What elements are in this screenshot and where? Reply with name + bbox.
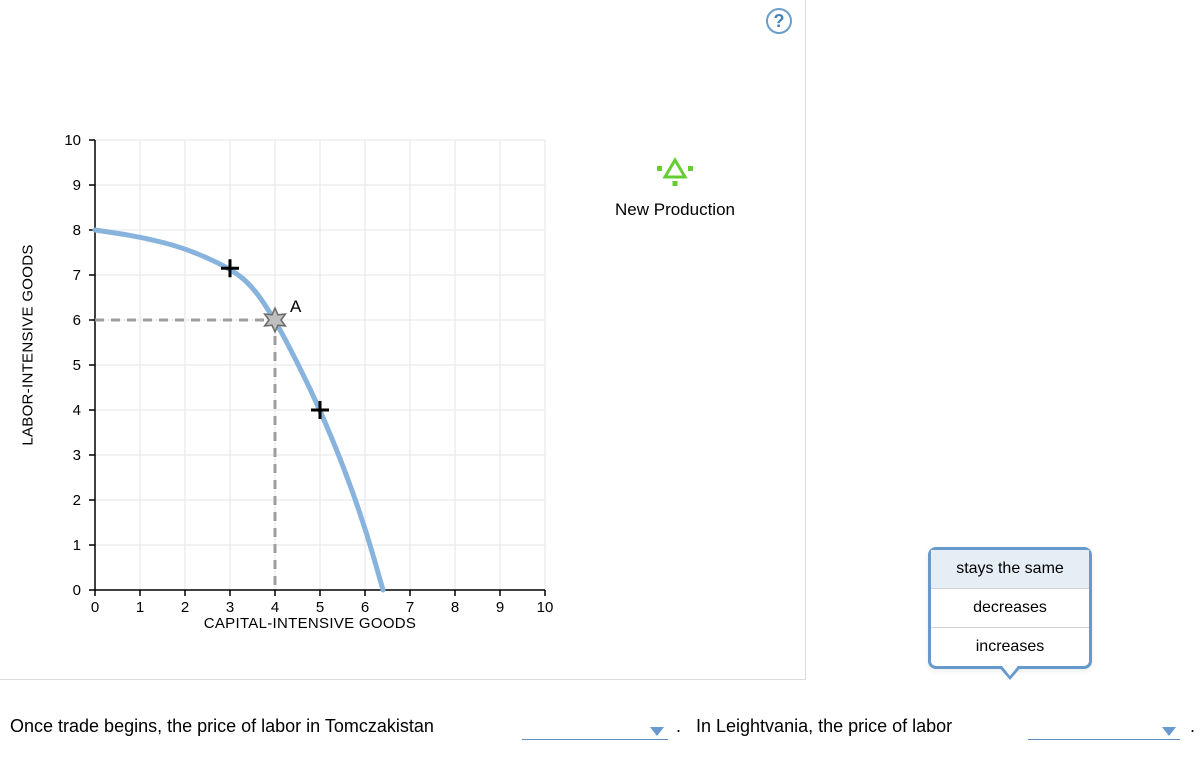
svg-text:8: 8	[451, 599, 459, 616]
svg-text:7: 7	[73, 267, 81, 284]
svg-text:A: A	[290, 297, 302, 316]
dropdown-option[interactable]: stays the same	[931, 550, 1089, 588]
svg-text:3: 3	[73, 447, 81, 464]
svg-text:7: 7	[406, 599, 414, 616]
chevron-down-icon	[650, 727, 664, 736]
sentence-part1: Once trade begins, the price of labor in…	[10, 716, 434, 737]
svg-text:9: 9	[73, 177, 81, 194]
svg-text:9: 9	[496, 599, 504, 616]
sentence-period1: .	[676, 716, 681, 737]
dropdown-blank-2[interactable]	[1028, 716, 1180, 740]
svg-text:0: 0	[73, 582, 81, 599]
svg-text:4: 4	[271, 599, 279, 616]
dropdown-option[interactable]: decreases	[931, 588, 1089, 627]
legend-label: New Production	[615, 200, 735, 220]
dropdown-pointer-icon	[998, 666, 1022, 680]
svg-text:2: 2	[73, 492, 81, 509]
svg-text:5: 5	[73, 357, 81, 374]
svg-text:4: 4	[73, 402, 81, 419]
x-axis-label: CAPITAL-INTENSIVE GOODS	[204, 615, 417, 632]
svg-text:0: 0	[91, 599, 99, 616]
dropdown-blank-1[interactable]	[522, 716, 668, 740]
dropdown-option[interactable]: increases	[931, 627, 1089, 666]
sentence-period2: .	[1190, 716, 1195, 737]
chevron-down-icon	[1162, 727, 1176, 736]
svg-text:10: 10	[64, 132, 81, 149]
svg-text:6: 6	[73, 312, 81, 329]
sentence-part2: In Leightvania, the price of labor	[696, 716, 952, 737]
svg-text:8: 8	[73, 222, 81, 239]
svg-text:6: 6	[361, 599, 369, 616]
svg-text:3: 3	[226, 599, 234, 616]
svg-text:10: 10	[537, 599, 554, 616]
y-axis-label: LABOR-INTENSIVE GOODS	[20, 244, 37, 445]
svg-text:1: 1	[136, 599, 144, 616]
svg-text:1: 1	[73, 537, 81, 554]
svg-text:5: 5	[316, 599, 324, 616]
answer-dropdown[interactable]: stays the same decreases increases	[928, 547, 1092, 669]
svg-text:2: 2	[181, 599, 189, 616]
ppf-chart: 00 1 1 2 2 3 3 4 4 5 5 6 6 7 7 8 8 9 9 10 10 A	[0, 0, 806, 680]
